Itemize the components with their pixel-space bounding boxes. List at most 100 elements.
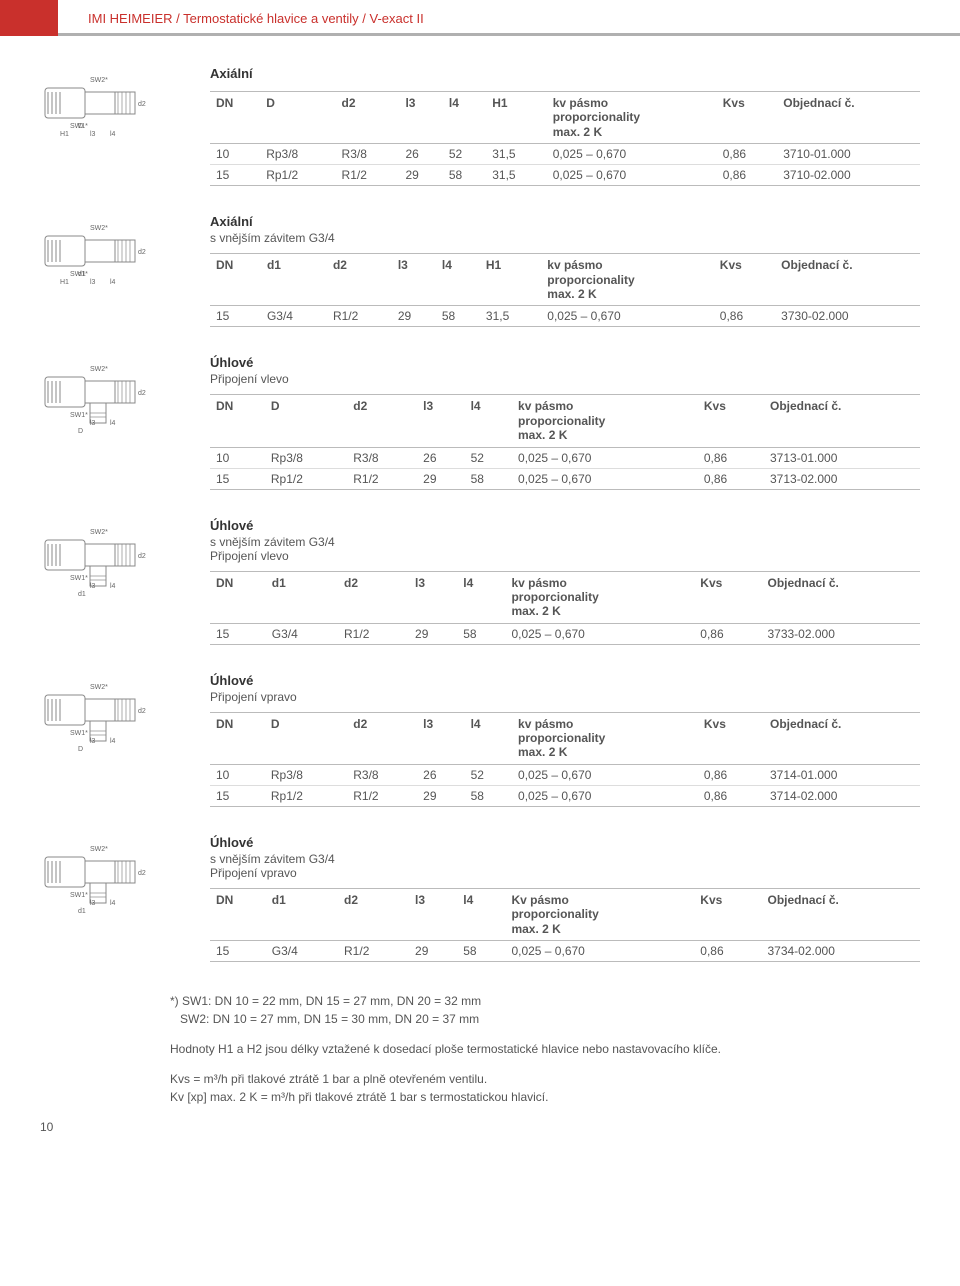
table-cell: 3713-01.000 — [764, 447, 920, 468]
svg-text:SW2*: SW2* — [90, 225, 108, 232]
table-cell: 3710-02.000 — [777, 165, 920, 186]
column-header: DN — [210, 395, 265, 447]
svg-text:SW1*: SW1* — [70, 730, 88, 737]
svg-text:l4: l4 — [110, 420, 116, 427]
table-cell: 15 — [210, 306, 261, 327]
table-cell: 3710-01.000 — [777, 144, 920, 165]
table-row: 15Rp1/2R1/229580,025 – 0,6700,863714-02.… — [210, 785, 920, 806]
table-cell: 29 — [399, 165, 442, 186]
section-title: Úhlové — [210, 518, 920, 533]
table-row: 10Rp3/8R3/826520,025 – 0,6700,863714-01.… — [210, 764, 920, 785]
footnote-sw2: SW2: DN 10 = 27 mm, DN 15 = 30 mm, DN 20… — [180, 1012, 479, 1026]
table-cell: 29 — [409, 623, 457, 644]
valve-diagram: H1 d1 SW2* SW1* l3 l4 d2 — [40, 214, 190, 327]
column-header: d1 — [261, 254, 327, 306]
valve-diagram: d1 SW2* SW1* l3 l4 d2 — [40, 835, 190, 962]
table-cell: 58 — [457, 623, 505, 644]
valve-diagram: D SW2* SW1* l3 l4 d2 — [40, 673, 190, 807]
table-cell: Rp1/2 — [260, 165, 335, 186]
product-section: D SW2* SW1* l3 l4 d2 ÚhlovéPřipojení vpr… — [40, 673, 920, 807]
column-header: DN — [210, 712, 265, 764]
table-cell: 3714-01.000 — [764, 764, 920, 785]
column-header: kv pásmoproporcionalitymax. 2 K — [547, 92, 717, 144]
svg-text:l4: l4 — [110, 900, 116, 907]
svg-text:d2: d2 — [138, 249, 146, 256]
column-header: Objednací č. — [761, 888, 920, 940]
table-cell: 0,025 – 0,670 — [541, 306, 714, 327]
svg-text:SW2*: SW2* — [90, 77, 108, 84]
svg-text:SW2*: SW2* — [90, 846, 108, 853]
table-cell: 58 — [436, 306, 480, 327]
table-cell: 0,86 — [694, 941, 761, 962]
column-header: DN — [210, 888, 266, 940]
svg-text:l3: l3 — [90, 583, 96, 590]
column-header: Objednací č. — [761, 571, 920, 623]
table-row: 15G3/4R1/229580,025 – 0,6700,863733-02.0… — [210, 623, 920, 644]
svg-text:SW1*: SW1* — [70, 412, 88, 419]
column-header: d2 — [347, 395, 417, 447]
table-cell: 31,5 — [486, 165, 547, 186]
svg-text:SW1*: SW1* — [70, 575, 88, 582]
table-cell: 26 — [399, 144, 442, 165]
table-row: 10Rp3/8R3/826520,025 – 0,6700,863713-01.… — [210, 447, 920, 468]
column-header: d1 — [266, 571, 338, 623]
column-header: D — [265, 395, 347, 447]
column-header: kv pásmoproporcionalitymax. 2 K — [512, 395, 698, 447]
table-cell: R1/2 — [338, 623, 409, 644]
table-cell: 26 — [417, 447, 464, 468]
data-table: DNDd2l3l4kv pásmoproporcionalitymax. 2 K… — [210, 712, 920, 807]
product-section: H1 D SW2* SW1* l3 l4 d2 AxiálníDNDd2l3l4… — [40, 66, 920, 186]
table-cell: 26 — [417, 764, 464, 785]
table-cell: 0,86 — [698, 447, 764, 468]
table-cell: 3733-02.000 — [761, 623, 920, 644]
table-cell: R3/8 — [347, 764, 417, 785]
table-row: 15Rp1/2R1/2295831,50,025 – 0,6700,863710… — [210, 165, 920, 186]
table-cell: 0,86 — [698, 785, 764, 806]
table-cell: 10 — [210, 144, 260, 165]
table-cell: 29 — [392, 306, 436, 327]
column-header: kv pásmoproporcionalitymax. 2 K — [512, 712, 698, 764]
column-header: H1 — [480, 254, 541, 306]
svg-text:d1: d1 — [78, 908, 86, 915]
page-header: IMI HEIMEIER / Termostatické hlavice a v… — [0, 0, 960, 36]
table-cell: 3730-02.000 — [775, 306, 920, 327]
column-header: Kvs — [694, 888, 761, 940]
svg-text:l3: l3 — [90, 279, 96, 286]
data-table: DNd1d2l3l4H1kv pásmoproporcionalitymax. … — [210, 253, 920, 327]
svg-text:l3: l3 — [90, 131, 96, 138]
column-header: l4 — [436, 254, 480, 306]
data-table: DNd1d2l3l4Kv pásmoproporcionalitymax. 2 … — [210, 888, 920, 962]
section-title: Axiální — [210, 214, 920, 229]
table-cell: 31,5 — [486, 144, 547, 165]
section-subtitle: s vnějším závitem G3/4 — [210, 231, 920, 245]
column-header: Kvs — [694, 571, 761, 623]
column-header: l3 — [417, 712, 464, 764]
table-cell: 0,86 — [694, 623, 761, 644]
column-header: Kvs — [698, 395, 764, 447]
column-header: Objednací č. — [764, 712, 920, 764]
footer-notes: *) SW1: DN 10 = 22 mm, DN 15 = 27 mm, DN… — [170, 992, 960, 1106]
product-section: d1 SW2* SW1* l3 l4 d2 Úhlovés vnějším zá… — [40, 835, 920, 962]
column-header: l3 — [409, 571, 457, 623]
column-header: kv pásmoproporcionalitymax. 2 K — [541, 254, 714, 306]
table-cell: 0,025 – 0,670 — [512, 447, 698, 468]
svg-text:D: D — [78, 428, 83, 435]
table-cell: 0,86 — [698, 764, 764, 785]
table-cell: 0,86 — [717, 144, 778, 165]
svg-text:l4: l4 — [110, 583, 116, 590]
table-cell: 0,025 – 0,670 — [512, 468, 698, 489]
product-section: D SW2* SW1* l3 l4 d2 ÚhlovéPřipojení vle… — [40, 355, 920, 489]
page-number: 10 — [40, 1120, 53, 1134]
column-header: l4 — [465, 712, 512, 764]
table-cell: 29 — [409, 941, 457, 962]
table-cell: 3714-02.000 — [764, 785, 920, 806]
footnote-kv: Kv [xp] max. 2 K = m³/h při tlakové ztrá… — [170, 1090, 548, 1104]
table-cell: 15 — [210, 623, 266, 644]
section-subtitle: Připojení vlevo — [210, 372, 920, 386]
table-row: 10Rp3/8R3/8265231,50,025 – 0,6700,863710… — [210, 144, 920, 165]
column-header: l3 — [409, 888, 457, 940]
column-header: D — [265, 712, 347, 764]
column-header: Kvs — [714, 254, 775, 306]
svg-text:l3: l3 — [90, 420, 96, 427]
column-header: l3 — [399, 92, 442, 144]
